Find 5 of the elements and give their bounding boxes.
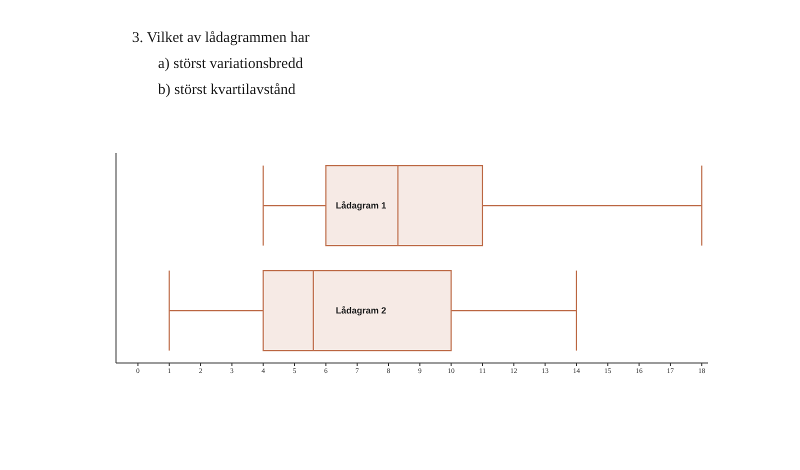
text: a) störst variationsbredd — [158, 56, 303, 73]
text: b) störst kvartilavstånd — [158, 82, 296, 99]
y-tick-label: Lådagram 1 — [336, 200, 386, 210]
y-tick-label: Lådagram 2 — [336, 306, 386, 316]
chart-title: 3. Vilket av lådagrammen har — [132, 30, 310, 47]
